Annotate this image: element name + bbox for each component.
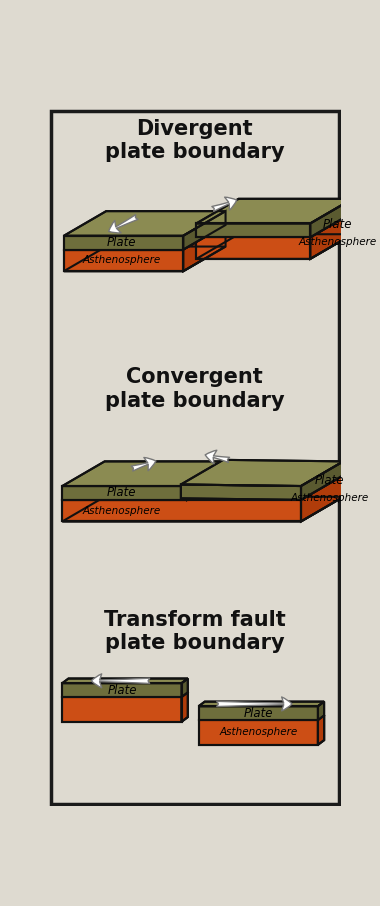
Polygon shape (301, 476, 344, 522)
Polygon shape (64, 236, 183, 250)
Polygon shape (62, 461, 230, 486)
Polygon shape (62, 697, 182, 722)
Polygon shape (199, 707, 318, 720)
Polygon shape (318, 716, 324, 745)
Polygon shape (196, 198, 353, 224)
Polygon shape (183, 211, 226, 250)
Polygon shape (181, 485, 301, 500)
Text: Asthenosphere: Asthenosphere (291, 494, 369, 504)
Text: Divergent
plate boundary: Divergent plate boundary (105, 119, 285, 162)
Text: Asthenosphere: Asthenosphere (298, 237, 377, 247)
Polygon shape (196, 237, 310, 259)
Polygon shape (64, 246, 226, 271)
Text: Plate: Plate (244, 707, 273, 719)
Text: Asthenosphere: Asthenosphere (82, 255, 161, 265)
Text: Plate: Plate (315, 474, 345, 487)
Polygon shape (62, 679, 188, 683)
Polygon shape (62, 496, 344, 522)
Text: Plate: Plate (323, 217, 352, 231)
Polygon shape (62, 683, 182, 697)
Polygon shape (181, 460, 344, 486)
Polygon shape (196, 224, 310, 237)
Polygon shape (199, 720, 318, 745)
Text: Transform fault
plate boundary: Transform fault plate boundary (104, 610, 286, 653)
Polygon shape (182, 679, 188, 722)
Text: Asthenosphere: Asthenosphere (219, 728, 298, 737)
Text: Asthenosphere: Asthenosphere (82, 506, 161, 516)
Polygon shape (301, 461, 344, 500)
Text: Plate: Plate (107, 487, 136, 499)
Text: Plate: Plate (107, 236, 136, 249)
Polygon shape (199, 701, 324, 707)
Polygon shape (310, 198, 353, 237)
Polygon shape (64, 211, 226, 236)
Polygon shape (183, 225, 226, 271)
Polygon shape (187, 461, 230, 500)
Polygon shape (196, 235, 353, 259)
Polygon shape (62, 500, 301, 522)
Text: Plate: Plate (107, 683, 137, 697)
Text: Convergent
plate boundary: Convergent plate boundary (105, 368, 285, 410)
Polygon shape (310, 213, 353, 259)
Polygon shape (62, 486, 187, 500)
Polygon shape (318, 701, 324, 745)
Polygon shape (182, 692, 188, 722)
Polygon shape (64, 250, 183, 271)
